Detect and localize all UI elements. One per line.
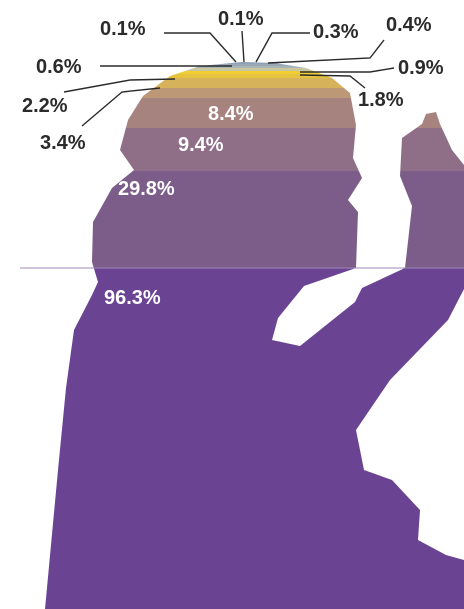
value-label-1: 96.3% <box>104 287 161 309</box>
band-layer-7 <box>45 74 464 78</box>
leader-line-12 <box>164 32 237 63</box>
leader-line-8 <box>300 67 395 73</box>
band-layer-13 <box>45 62 464 63</box>
value-label-13: 0.1% <box>218 8 264 30</box>
leader-line-10 <box>267 39 385 64</box>
leader-lines <box>63 30 395 127</box>
band-layer-12 <box>45 63 464 64</box>
band-layer-11 <box>45 64 464 66</box>
value-label-5: 3.4% <box>40 132 86 154</box>
value-labels: 96.3% 29.8%9.4% 8.4% 3.4% 2.2% 1.8% 0.9% 0.6% 0.… <box>22 8 444 309</box>
value-label-6: 2.2% <box>22 95 68 117</box>
value-label-3: 9.4% <box>178 134 224 156</box>
value-label-9: 0.6% <box>36 56 82 78</box>
value-label-7: 1.8% <box>358 89 404 111</box>
band-layer-9 <box>45 68 464 71</box>
value-label-4: 8.4% <box>208 103 254 125</box>
value-label-10: 0.4% <box>386 14 432 36</box>
band-layer-2 <box>45 171 464 268</box>
value-label-2: 29.8% <box>118 178 175 200</box>
band-layer-5 <box>45 88 464 98</box>
leader-line-13 <box>241 30 245 63</box>
leader-line-5 <box>81 87 161 127</box>
value-label-11: 0.3% <box>313 21 359 43</box>
value-label-8: 0.9% <box>398 57 444 79</box>
band-layer-1 <box>45 268 464 609</box>
band-layer-10 <box>45 66 464 68</box>
leader-line-6 <box>63 78 176 93</box>
leader-line-7 <box>299 74 366 89</box>
value-label-12: 0.1% <box>100 18 146 40</box>
leader-line-11 <box>255 32 310 63</box>
band-layer-8 <box>45 71 464 74</box>
band-layer-6 <box>45 78 464 88</box>
